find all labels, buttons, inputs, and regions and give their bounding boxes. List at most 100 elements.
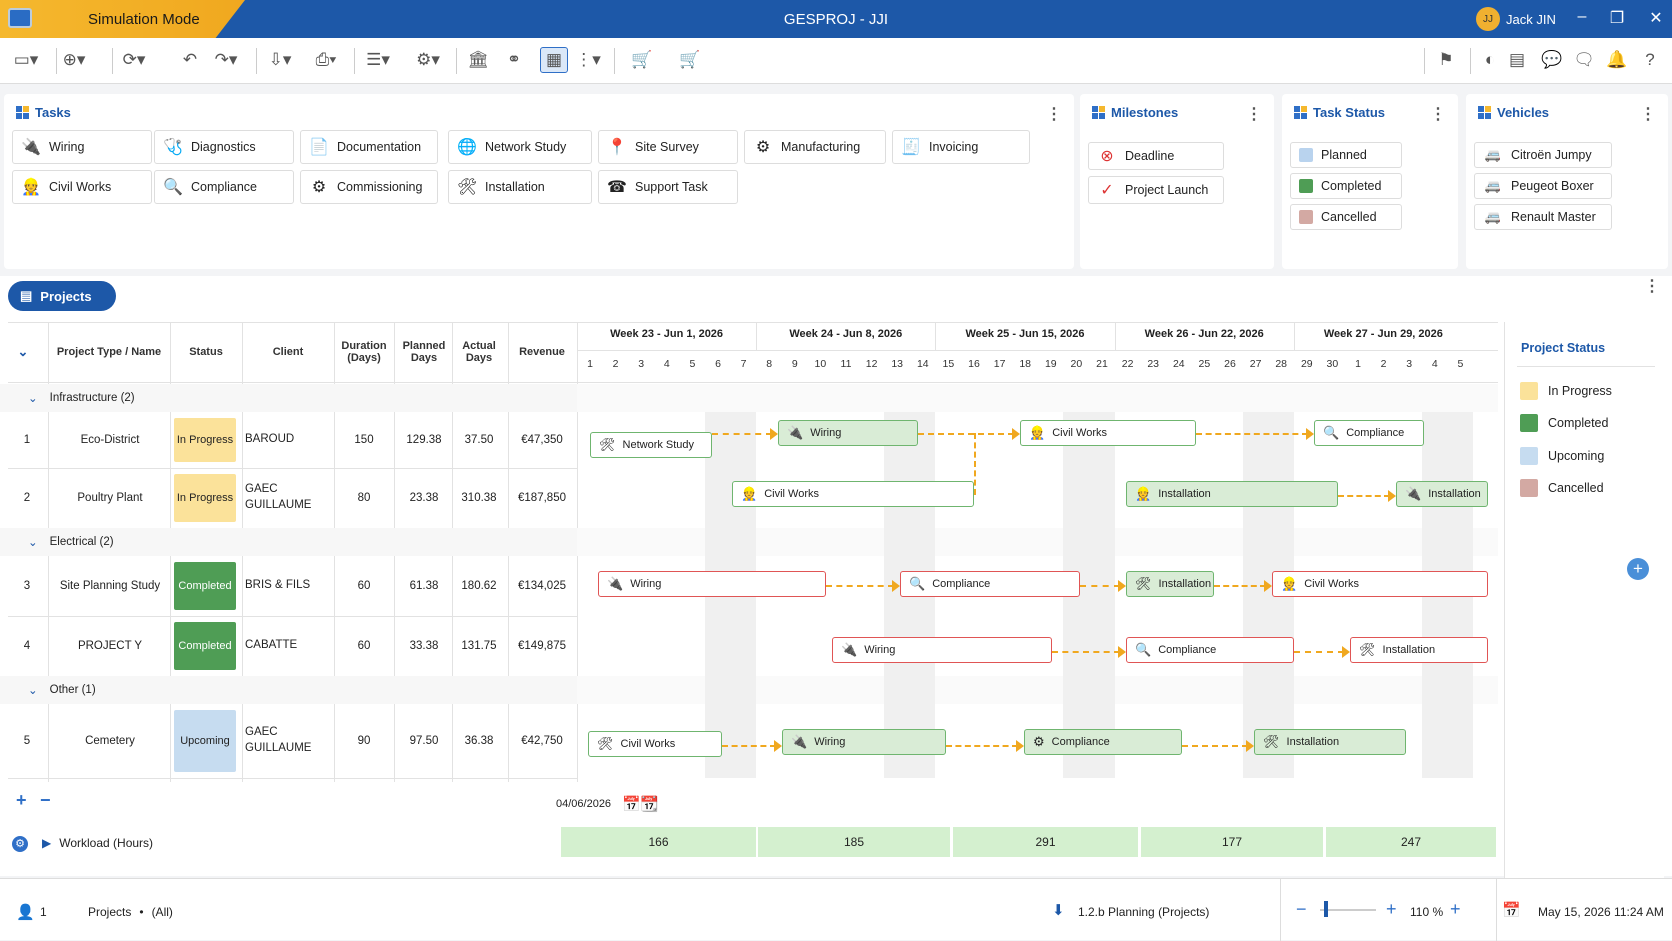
- report-icon: ⬇: [1052, 902, 1065, 919]
- add-icon[interactable]: ⊕▾: [62, 50, 86, 69]
- milestones-panel: Milestones ⋮ ⊗ Deadline ✓ Project Launch: [1080, 94, 1274, 269]
- task-status-planned[interactable]: Planned: [1290, 142, 1402, 168]
- milestone-project-launch[interactable]: ✓ Project Launch: [1088, 176, 1224, 204]
- help-icon[interactable]: ?: [1645, 50, 1655, 69]
- cancelled-swatch: [1299, 210, 1313, 224]
- compliance-icon: 🔍: [163, 179, 183, 196]
- collapse-all-button[interactable]: −: [40, 790, 51, 810]
- zoom-slider-handle[interactable]: [1324, 901, 1328, 917]
- simulation-mode-label: Simulation Mode: [88, 11, 200, 28]
- in-progress-swatch: [1520, 382, 1538, 400]
- task-chip-network-study[interactable]: 🌐 Network Study: [448, 130, 592, 164]
- calendar-icon[interactable]: 📅: [1502, 902, 1521, 919]
- planning-view-icon[interactable]: ▦: [540, 47, 568, 73]
- redo-icon[interactable]: ↷▾: [214, 50, 238, 69]
- calendar-edit-icon[interactable]: 📆: [640, 796, 659, 813]
- task-chip-invoicing[interactable]: 🧾 Invoicing: [892, 130, 1030, 164]
- add-status-button[interactable]: +: [1627, 558, 1649, 580]
- task-chip-installation[interactable]: 🛠 Installation: [448, 170, 592, 204]
- task-chip-commissioning[interactable]: ⚙ Commissioning: [300, 170, 438, 204]
- app-icon: [8, 8, 32, 28]
- workload-settings-icon[interactable]: ⚙: [12, 836, 28, 852]
- bell-icon[interactable]: 🔔: [1606, 50, 1628, 69]
- team-icon[interactable]: ⚭: [506, 50, 522, 69]
- avatar: JJ: [1476, 7, 1500, 31]
- projects-area: ▤ Projects ⋮: [0, 276, 1672, 876]
- uk-flag-icon[interactable]: ⚑: [1438, 50, 1454, 69]
- current-date: 04/06/2026: [556, 798, 612, 810]
- user-menu[interactable]: JJ Jack JIN: [1476, 7, 1556, 31]
- task-chip-support-task[interactable]: ☎ Support Task: [598, 170, 738, 204]
- panel-icon: [1478, 106, 1491, 119]
- cart-remove-icon[interactable]: 🛒: [679, 50, 701, 69]
- zoom-in-button-2[interactable]: +: [1450, 899, 1461, 919]
- select-icon[interactable]: ▭▾: [13, 50, 39, 69]
- panel-icon: [16, 106, 29, 119]
- report-name[interactable]: 1.2.b Planning (Projects): [1078, 905, 1210, 919]
- document-icon: 📄: [309, 139, 329, 156]
- task-status-menu-icon[interactable]: ⋮: [1430, 106, 1446, 123]
- task-chip-site-survey[interactable]: 📍 Site Survey: [598, 130, 738, 164]
- zoom-slider[interactable]: [1320, 909, 1376, 911]
- deadline-icon: ⊗: [1100, 148, 1114, 165]
- expand-all-button[interactable]: +: [16, 790, 27, 810]
- cart-add-icon[interactable]: 🛒: [631, 50, 653, 69]
- calendar-icon[interactable]: 📅: [622, 796, 641, 813]
- task-status-completed[interactable]: Completed: [1290, 173, 1402, 199]
- task-chip-civil-works[interactable]: 👷 Civil Works: [12, 170, 152, 204]
- projects-menu-icon[interactable]: ⋮: [1644, 278, 1660, 295]
- zoom-level: 110 %: [1410, 905, 1444, 919]
- tasks-panel: Tasks ⋮ 🔌 Wiring 🩺 Diagnostics 📄 Documentatio…: [4, 94, 1074, 269]
- restore-button[interactable]: ❐: [1609, 10, 1625, 27]
- project-status-title: Project Status: [1521, 341, 1606, 355]
- vehicles-menu-icon[interactable]: ⋮: [1640, 106, 1656, 123]
- vehicle-citroen-jumpy[interactable]: 🚐 Citroën Jumpy: [1474, 142, 1612, 168]
- status-completed: Completed: [1520, 414, 1608, 432]
- invoice-icon: 🧾: [901, 139, 921, 156]
- view-filter: Projects • (All): [88, 905, 173, 919]
- import-icon[interactable]: ⇩▾: [268, 50, 292, 69]
- survey-icon: 📍: [607, 139, 627, 156]
- chat-icon[interactable]: 💬: [1541, 50, 1563, 69]
- task-chip-compliance[interactable]: 🔍 Compliance: [154, 170, 294, 204]
- task-status-panel: Task Status ⋮ Planned Completed Cancelle…: [1282, 94, 1458, 269]
- simulation-mode-banner: [0, 0, 245, 38]
- status-bar: 👤 1 Projects • (All) ⬇ 1.2.b Planning (Pro…: [0, 878, 1672, 941]
- datetime: May 15, 2026 11:24 AM: [1538, 905, 1664, 919]
- tasks-menu-icon[interactable]: ⋮: [1046, 106, 1062, 123]
- wiring-icon: 🔌: [21, 139, 41, 156]
- refresh-icon[interactable]: ⟳▾: [122, 50, 146, 69]
- undo-icon[interactable]: ↶: [182, 50, 198, 69]
- minimize-button[interactable]: –: [1577, 8, 1587, 25]
- projects-icon: ▤: [20, 288, 33, 303]
- task-chip-manufacturing[interactable]: ⚙ Manufacturing: [744, 130, 886, 164]
- settings-icon[interactable]: ⚙▾: [416, 50, 440, 69]
- vehicle-peugeot-boxer[interactable]: 🚐 Peugeot Boxer: [1474, 173, 1612, 199]
- title-bar: Simulation Mode GESPROJ - JJI JJ Jack JI…: [0, 0, 1672, 38]
- milestone-deadline[interactable]: ⊗ Deadline: [1088, 142, 1224, 170]
- database-icon[interactable]: ☰▾: [366, 50, 390, 69]
- task-chip-documentation[interactable]: 📄 Documentation: [300, 130, 438, 164]
- close-button[interactable]: ✕: [1649, 10, 1663, 27]
- task-chip-diagnostics[interactable]: 🩺 Diagnostics: [154, 130, 294, 164]
- print-icon[interactable]: ⎙▾: [315, 50, 337, 69]
- theme-icon[interactable]: ◐: [1484, 50, 1496, 69]
- cancelled-swatch: [1520, 479, 1538, 497]
- window-icon[interactable]: ▤: [1508, 50, 1526, 69]
- projects-tab-button[interactable]: ▤ Projects: [8, 281, 116, 311]
- messages-icon[interactable]: 🗨: [1573, 50, 1595, 69]
- task-chip-wiring[interactable]: 🔌 Wiring: [12, 130, 152, 164]
- expand-triangle-icon: ▶: [42, 836, 52, 850]
- bank-icon[interactable]: 🏛: [467, 50, 489, 69]
- workload-toggle[interactable]: ▶ Workload (Hours): [42, 836, 154, 850]
- vehicles-panel: Vehicles ⋮ 🚐 Citroën Jumpy 🚐 Peugeot Boxer…: [1466, 94, 1668, 269]
- task-status-cancelled[interactable]: Cancelled: [1290, 204, 1402, 230]
- zoom-out-button[interactable]: −: [1296, 899, 1307, 919]
- more-icon[interactable]: ⋮▾: [575, 50, 601, 69]
- milestones-menu-icon[interactable]: ⋮: [1246, 106, 1262, 123]
- zoom-in-button[interactable]: +: [1386, 899, 1397, 919]
- toolbar: ▭▾ ⊕▾ ⟳▾ ↶ ↷▾ ⇩▾ ⎙▾ ☰▾ ⚙▾ 🏛 ⚭ ▦ ⋮▾ 🛒 🛒 ⚑…: [0, 38, 1672, 84]
- stethoscope-icon: 🩺: [163, 139, 183, 156]
- globe-icon: 🌐: [457, 139, 477, 156]
- vehicle-renault-master[interactable]: 🚐 Renault Master: [1474, 204, 1612, 230]
